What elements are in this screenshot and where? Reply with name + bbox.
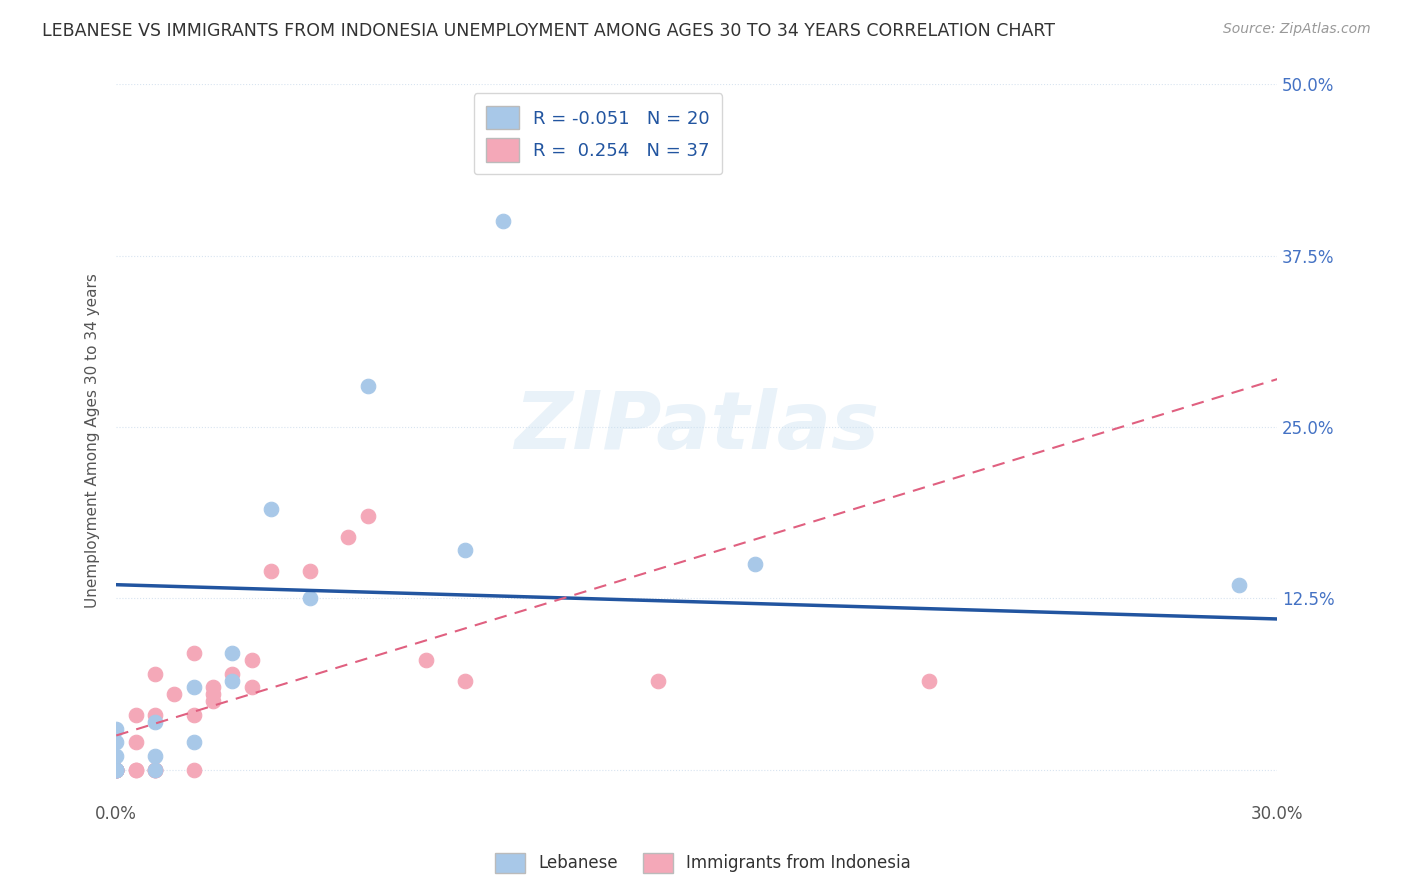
Point [492,214,515,228]
Point [298,564,321,578]
Point [124,763,146,777]
Text: Source: ZipAtlas.com: Source: ZipAtlas.com [1223,22,1371,37]
Point [221,646,243,660]
Point [105,763,128,777]
Legend: Lebanese, Immigrants from Indonesia: Lebanese, Immigrants from Indonesia [488,847,918,880]
Point [1227,577,1250,591]
Point [453,543,475,558]
Point [163,687,186,701]
Point [647,673,669,688]
Point [918,673,941,688]
Point [105,763,128,777]
Point [105,763,128,777]
Point [143,763,166,777]
Point [105,763,128,777]
Text: LEBANESE VS IMMIGRANTS FROM INDONESIA UNEMPLOYMENT AMONG AGES 30 TO 34 YEARS COR: LEBANESE VS IMMIGRANTS FROM INDONESIA UN… [42,22,1054,40]
Point [221,666,243,681]
Point [105,749,128,764]
Point [240,653,263,667]
Point [183,646,205,660]
Point [260,564,283,578]
Point [415,653,437,667]
Point [143,714,166,729]
Point [240,681,263,695]
Point [202,694,225,708]
Point [105,722,128,736]
Point [105,763,128,777]
Legend: R = -0.051   N = 20, R =  0.254   N = 37: R = -0.051 N = 20, R = 0.254 N = 37 [474,94,723,174]
Text: ZIPatlas: ZIPatlas [515,387,879,466]
Y-axis label: Unemployment Among Ages 30 to 34 years: Unemployment Among Ages 30 to 34 years [86,273,100,608]
Point [124,735,146,749]
Point [202,687,225,701]
Point [143,763,166,777]
Point [183,763,205,777]
Point [744,557,766,571]
Point [105,763,128,777]
Point [453,673,475,688]
Point [124,707,146,722]
Point [105,735,128,749]
Point [202,681,225,695]
Point [124,763,146,777]
Point [298,591,321,606]
Point [337,530,360,544]
Point [260,502,283,516]
Point [143,763,166,777]
Point [143,707,166,722]
Point [105,763,128,777]
Point [105,763,128,777]
Point [183,735,205,749]
Point [105,763,128,777]
Point [143,763,166,777]
Point [105,763,128,777]
Point [183,707,205,722]
Point [143,666,166,681]
Point [105,763,128,777]
Point [105,763,128,777]
Point [357,509,380,524]
Point [143,749,166,764]
Point [183,681,205,695]
Point [105,763,128,777]
Point [357,379,380,393]
Point [221,673,243,688]
